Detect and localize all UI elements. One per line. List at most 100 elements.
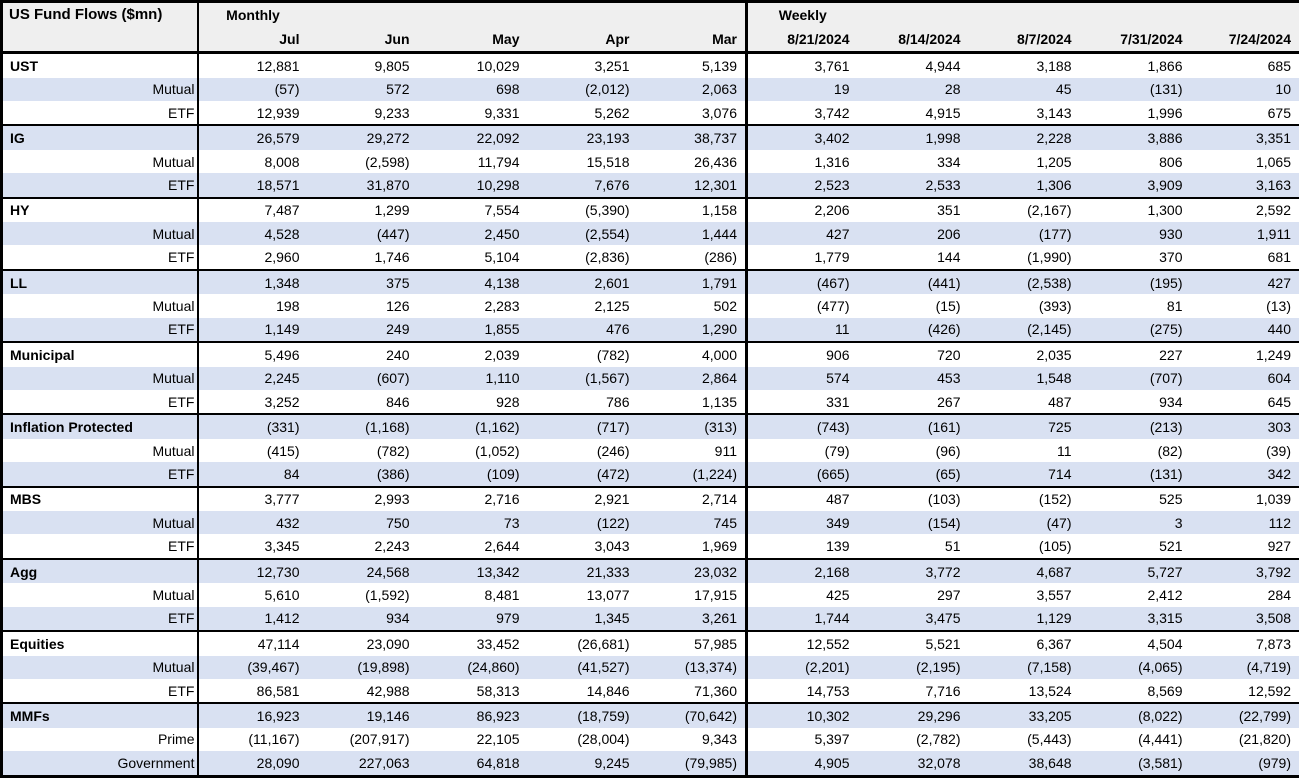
week-column-header: 8/14/2024 bbox=[857, 27, 969, 54]
weekly-value-cell: 19 bbox=[745, 77, 858, 101]
monthly-value-cell: 26,579 bbox=[197, 124, 308, 151]
weekly-value-cell: 112 bbox=[1190, 511, 1299, 535]
weekly-value-cell: 11 bbox=[745, 317, 858, 343]
weekly-value-cell: 303 bbox=[1190, 413, 1299, 439]
weekly-value-cell: 927 bbox=[1190, 534, 1299, 559]
monthly-value-cell: (386) bbox=[307, 462, 418, 487]
weekly-value-cell: 3,792 bbox=[1190, 557, 1299, 584]
monthly-value-cell: 28,090 bbox=[197, 751, 308, 777]
month-column-header: Mar bbox=[637, 27, 747, 54]
monthly-value-cell: 375 bbox=[307, 268, 418, 295]
weekly-value-cell: 1,779 bbox=[745, 245, 858, 270]
monthly-value-cell: 9,343 bbox=[637, 727, 747, 751]
weekly-value-cell: 370 bbox=[1079, 245, 1191, 270]
row-label: Mutual bbox=[1, 222, 199, 246]
weekly-value-cell: 14,753 bbox=[745, 678, 858, 704]
weekly-value-cell: 4,687 bbox=[968, 557, 1080, 584]
monthly-value-cell: 5,496 bbox=[197, 341, 308, 367]
weekly-value-cell: 425 bbox=[745, 583, 858, 607]
weekly-value-cell: 453 bbox=[857, 366, 969, 390]
monthly-value-cell: 2,039 bbox=[417, 341, 528, 367]
monthly-value-cell: 198 bbox=[197, 294, 308, 318]
monthly-value-cell: (415) bbox=[197, 438, 308, 463]
group-row: HY 7,487 1,299 7,554 (5,390) 1,158 2,206 351 (2,… bbox=[1, 196, 1299, 223]
sub-row: ETF 18,571 31,870 10,298 7,676 12,301 2,523 2,5… bbox=[1, 173, 1299, 198]
monthly-value-cell: (782) bbox=[307, 438, 418, 463]
weekly-value-cell: 7,873 bbox=[1190, 630, 1299, 656]
weekly-value-cell: 1,998 bbox=[857, 124, 969, 151]
monthly-value-cell: 4,138 bbox=[417, 268, 528, 295]
weekly-value-cell: 2,412 bbox=[1079, 583, 1191, 607]
monthly-value-cell: 14,846 bbox=[527, 678, 638, 704]
weekly-value-cell: (2,201) bbox=[745, 655, 858, 679]
monthly-value-cell: (607) bbox=[307, 366, 418, 390]
weekly-value-cell: (441) bbox=[857, 268, 969, 295]
weekly-value-cell: (743) bbox=[745, 413, 858, 439]
monthly-value-cell: 10,029 bbox=[417, 52, 528, 78]
weekly-value-cell: (2,538) bbox=[968, 268, 1080, 295]
table-body: UST 12,881 9,805 10,029 3,251 5,139 3,761 4,944… bbox=[1, 52, 1299, 777]
weekly-value-cell: 1,129 bbox=[968, 606, 1080, 632]
row-label: Mutual bbox=[1, 655, 199, 679]
group-row: LL 1,348 375 4,138 2,601 1,791 (467) (441) (2,53… bbox=[1, 268, 1299, 295]
weekly-value-cell: 4,944 bbox=[857, 52, 969, 78]
monthly-value-cell: (39,467) bbox=[197, 655, 308, 679]
monthly-value-cell: (1,168) bbox=[307, 413, 418, 439]
sub-row: Mutual (57) 572 698 (2,012) 2,063 19 28 45 (131) 1… bbox=[1, 77, 1299, 101]
table-header: US Fund Flows ($mn) Monthly Weekly Jul J… bbox=[1, 1, 1299, 54]
monthly-value-cell: 5,262 bbox=[527, 100, 638, 126]
header-spacer bbox=[417, 1, 528, 27]
monthly-value-cell: 126 bbox=[307, 294, 418, 318]
monthly-value-cell: (28,004) bbox=[527, 727, 638, 751]
row-label: ETF bbox=[1, 462, 199, 487]
row-label: MMFs bbox=[1, 702, 199, 728]
weekly-value-cell: 7,716 bbox=[857, 678, 969, 704]
weekly-value-cell: 3 bbox=[1079, 511, 1191, 535]
weekly-value-cell: (2,782) bbox=[857, 727, 969, 751]
sub-row: Prime (11,167) (207,917) 22,105 (28,004) 9,34… bbox=[1, 727, 1299, 751]
monthly-value-cell: 29,272 bbox=[307, 124, 418, 151]
group-row: UST 12,881 9,805 10,029 3,251 5,139 3,761 4,944… bbox=[1, 52, 1299, 78]
row-label: ETF bbox=[1, 173, 199, 198]
weekly-value-cell: (665) bbox=[745, 462, 858, 487]
sub-row: Government 28,090 227,063 64,818 9,245 (79,98… bbox=[1, 751, 1299, 777]
weekly-value-cell: (979) bbox=[1190, 751, 1299, 777]
monthly-value-cell: (331) bbox=[197, 413, 308, 439]
weekly-value-cell: (4,065) bbox=[1079, 655, 1191, 679]
monthly-value-cell: 5,610 bbox=[197, 583, 308, 607]
sub-row: ETF 3,252 846 928 786 1,135 331 267 487 934 645 bbox=[1, 389, 1299, 415]
monthly-value-cell: (26,681) bbox=[527, 630, 638, 656]
monthly-value-cell: 979 bbox=[417, 606, 528, 632]
row-label: MBS bbox=[1, 485, 199, 512]
sub-row: Mutual 198 126 2,283 2,125 502 (477) (15) (393) 8… bbox=[1, 294, 1299, 318]
monthly-value-cell: (18,759) bbox=[527, 702, 638, 728]
monthly-value-cell: 572 bbox=[307, 77, 418, 101]
header-spacer bbox=[637, 1, 747, 27]
monthly-value-cell: 86,581 bbox=[197, 678, 308, 704]
monthly-value-cell: (447) bbox=[307, 222, 418, 246]
weekly-value-cell: 2,592 bbox=[1190, 196, 1299, 223]
monthly-value-cell: 7,554 bbox=[417, 196, 528, 223]
sub-row: ETF 84 (386) (109) (472) (1,224) (665) (65) 714(… bbox=[1, 462, 1299, 487]
header-spacer bbox=[1190, 1, 1299, 27]
weekly-value-cell: (7,158) bbox=[968, 655, 1080, 679]
monthly-value-cell: 8,481 bbox=[417, 583, 528, 607]
monthly-value-cell: 4,528 bbox=[197, 222, 308, 246]
monthly-value-cell: 86,923 bbox=[417, 702, 528, 728]
weekly-value-cell: (5,443) bbox=[968, 727, 1080, 751]
weekly-value-cell: (177) bbox=[968, 222, 1080, 246]
weekly-value-cell: 2,206 bbox=[745, 196, 858, 223]
monthly-value-cell: 9,233 bbox=[307, 100, 418, 126]
header-spacer bbox=[1079, 1, 1191, 27]
row-label: Mutual bbox=[1, 294, 199, 318]
monthly-value-cell: (41,527) bbox=[527, 655, 638, 679]
monthly-value-cell: 12,730 bbox=[197, 557, 308, 584]
weekly-value-cell: (707) bbox=[1079, 366, 1191, 390]
monthly-value-cell: 1,746 bbox=[307, 245, 418, 270]
weekly-value-cell: 51 bbox=[857, 534, 969, 559]
weekly-value-cell: 33,205 bbox=[968, 702, 1080, 728]
weekly-value-cell: 29,296 bbox=[857, 702, 969, 728]
monthly-value-cell: 5,104 bbox=[417, 245, 528, 270]
monthly-value-cell: 11,794 bbox=[417, 150, 528, 174]
